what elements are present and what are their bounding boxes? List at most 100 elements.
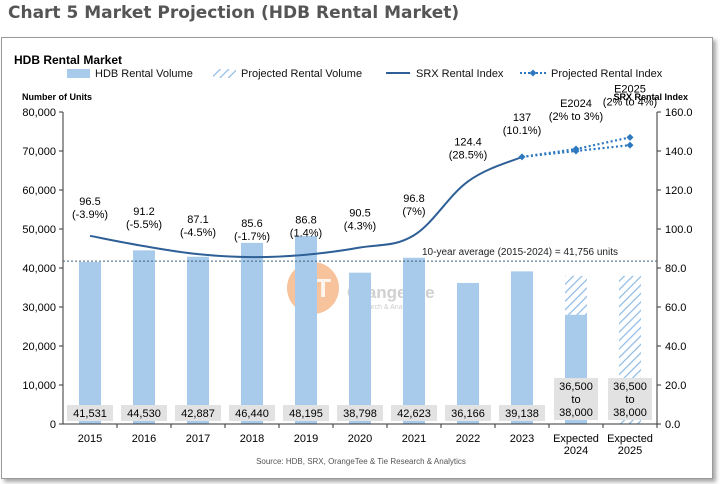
- volume-label-box-2023: [499, 405, 545, 421]
- volume-label-2020: 38,798: [343, 408, 377, 420]
- x-tick-label-2019: 2019: [294, 433, 318, 445]
- volume-label-expected-2025: 38,000: [613, 407, 647, 419]
- left-tick-label: 40,000: [22, 263, 56, 275]
- bar-volume-2015: [79, 262, 101, 424]
- srx-label-2020: 90.5: [349, 208, 370, 220]
- volume-label-2022: 36,166: [451, 408, 485, 420]
- volume-label-expected-2024: 36,500: [559, 381, 593, 393]
- left-tick-label: 70,000: [22, 146, 56, 158]
- left-tick-label: 60,000: [22, 185, 56, 197]
- left-axis-label: Number of Units: [22, 92, 92, 102]
- srx-label-expected-2025: (2% to 4%): [603, 96, 657, 108]
- right-tick-label: 20.0: [665, 380, 686, 392]
- x-tick-label-2018: 2018: [240, 433, 264, 445]
- volume-label-expected-2025: 36,500: [613, 381, 647, 393]
- srx-label-2021: (7%): [402, 206, 425, 218]
- bar-volume-2019: [295, 236, 317, 424]
- volume-label-box-2017: [175, 405, 221, 421]
- volume-label-2021: 42,623: [397, 408, 431, 420]
- srx-label-2017: 87.1: [187, 214, 208, 226]
- volume-label-box-2021: [391, 405, 437, 421]
- srx-label-2019: 86.8: [295, 215, 316, 227]
- legend-label-srx: SRX Rental Index: [416, 68, 504, 80]
- left-tick-label: 80,000: [22, 107, 56, 119]
- bar-volume-2017: [187, 256, 209, 424]
- srx-label-2016: 91.2: [133, 206, 154, 218]
- left-tick-label: 0: [50, 419, 56, 431]
- volume-label-2023: 39,138: [505, 408, 539, 420]
- srx-label-2019: (1.4%): [290, 228, 322, 240]
- volume-label-2016: 44,530: [127, 408, 161, 420]
- legend: HDB Rental Volume Projected Rental Volum…: [67, 68, 663, 80]
- right-axis-label: SRX Rental Index: [613, 92, 688, 102]
- srx-label-2015: (-3.9%): [72, 209, 108, 221]
- srx-label-expected-2025: E2025: [614, 83, 646, 95]
- volume-label-box-expected-2024: [554, 378, 598, 420]
- srx-label-2021: 96.8: [403, 193, 424, 205]
- source-note: Source: HDB, SRX, OrangeTee & Tie Resear…: [256, 457, 466, 466]
- srx-label-2023: 137: [513, 112, 531, 124]
- x-tick-label-2015: 2015: [78, 433, 102, 445]
- srx-index-line: [89, 155, 523, 259]
- page-title: Chart 5 Market Projection (HDB Rental Ma…: [8, 3, 460, 23]
- legend-label-projected-index: Projected Rental Index: [551, 68, 663, 80]
- srx-label-2015: 96.5: [79, 196, 100, 208]
- watermark-sub: Research & Analytics: [352, 304, 419, 311]
- volume-label-expected-2024: to: [571, 394, 580, 406]
- x-tick-label-expected-2025: 2025: [618, 445, 642, 457]
- volume-label-2018: 46,440: [235, 408, 269, 420]
- projected-index-high-marker: [572, 145, 580, 153]
- right-tick-label: 160.0: [665, 107, 693, 119]
- bar-volume-2021: [403, 257, 425, 424]
- legend-label-volume: HDB Rental Volume: [95, 68, 193, 80]
- right-tick-label: 40.0: [665, 341, 686, 353]
- x-tick-label-2017: 2017: [186, 433, 210, 445]
- right-tick-label: 0.0: [665, 419, 680, 431]
- legend-marker-projected-index: [529, 69, 537, 77]
- right-tick-label: 140.0: [665, 146, 693, 158]
- x-tick-label-2022: 2022: [456, 433, 480, 445]
- right-tick-label: 120.0: [665, 185, 693, 197]
- srx-label-2022: 124.4: [454, 136, 482, 148]
- srx-label-expected-2024: E2024: [560, 98, 592, 110]
- legend-swatch-volume: [67, 69, 90, 78]
- bar-volume-2016: [133, 250, 155, 424]
- volume-label-2019: 48,195: [289, 408, 323, 420]
- right-tick-label: 80.0: [665, 263, 686, 275]
- volume-label-box-expected-2025: [608, 378, 652, 420]
- left-tick-label: 20,000: [22, 341, 56, 353]
- volume-label-box-2018: [229, 405, 275, 421]
- volume-label-box-2016: [121, 405, 167, 421]
- srx-label-expected-2024: (2% to 3%): [549, 111, 603, 123]
- volume-label-2017: 42,887: [181, 408, 215, 420]
- volume-label-expected-2025: to: [625, 394, 634, 406]
- x-tick-label-2023: 2023: [510, 433, 534, 445]
- left-tick-label: 30,000: [22, 302, 56, 314]
- srx-2023-marker: [518, 153, 526, 161]
- bar-volume-2022: [457, 282, 479, 424]
- volume-label-box-2020: [337, 405, 383, 421]
- x-tick-label-2021: 2021: [402, 433, 426, 445]
- legend-swatch-projected-volume: [213, 69, 236, 78]
- volume-label-expected-2024: 38,000: [559, 407, 593, 419]
- left-tick-label: 10,000: [22, 380, 56, 392]
- x-tick-label-expected-2024: Expected: [553, 433, 599, 445]
- bar-volume-2020: [349, 272, 371, 424]
- right-tick-label: 100.0: [665, 224, 693, 236]
- average-label: 10-year average (2015-2024) = 41,756 uni…: [422, 247, 618, 258]
- srx-label-2018: (-1.7%): [234, 231, 270, 243]
- legend-label-projected-volume: Projected Rental Volume: [241, 68, 362, 80]
- x-tick-label-2020: 2020: [348, 433, 372, 445]
- chart-title: HDB Rental Market: [14, 53, 122, 67]
- srx-label-2017: (-4.5%): [180, 227, 216, 239]
- left-tick-label: 50,000: [22, 224, 56, 236]
- projected-index-low-marker: [626, 141, 634, 149]
- volume-label-box-2015: [67, 405, 113, 421]
- projected-index-high-marker: [626, 133, 634, 141]
- srx-label-2018: 85.6: [241, 218, 262, 230]
- srx-label-2023: (10.1%): [503, 125, 542, 137]
- x-tick-label-expected-2024: 2024: [564, 445, 588, 457]
- x-tick-label-expected-2025: Expected: [607, 433, 653, 445]
- volume-label-box-2022: [445, 405, 491, 421]
